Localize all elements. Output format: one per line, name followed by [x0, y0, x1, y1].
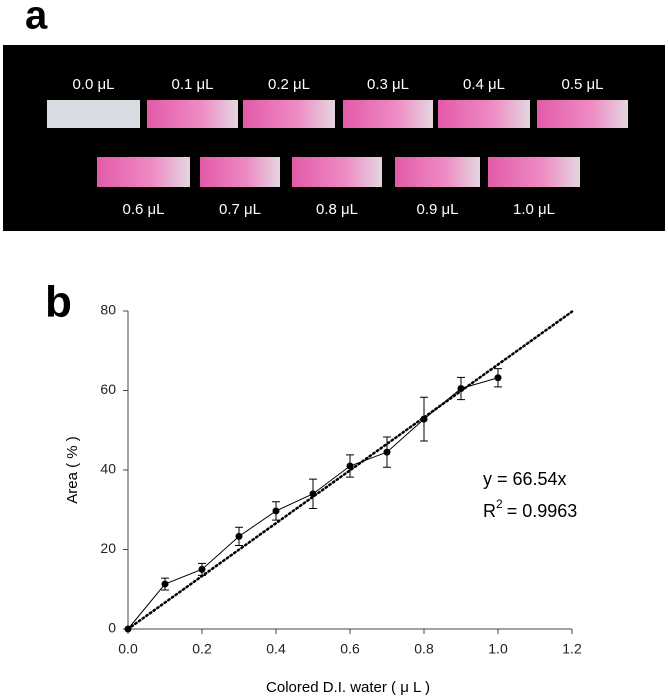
strip-label: 0.5 μL	[561, 76, 603, 93]
data-point	[383, 448, 391, 456]
test-strip	[395, 157, 480, 187]
r-squared-base: R	[483, 501, 496, 521]
data-point	[235, 532, 243, 540]
test-strip	[147, 100, 238, 128]
test-strip	[438, 100, 530, 128]
strip-label: 0.4 μL	[463, 76, 505, 93]
test-strip	[200, 157, 280, 187]
panel-label: b	[45, 278, 72, 327]
data-point	[494, 374, 502, 382]
photo	[3, 45, 665, 231]
y-tick-label: 80	[100, 302, 116, 318]
test-strip	[97, 157, 190, 187]
strip-label: 0.1 μL	[171, 76, 213, 93]
y-tick-label: 20	[100, 540, 116, 556]
x-tick-label: 0.8	[414, 641, 434, 657]
test-strip	[47, 100, 140, 128]
r-squared-sup: 2	[496, 497, 503, 511]
r-squared-value: = 0.9963	[507, 501, 578, 521]
data-point	[420, 415, 428, 423]
x-axis-label: Colored D.I. water ( μ L )	[266, 679, 430, 696]
data-point	[309, 490, 317, 498]
data-point	[161, 580, 169, 588]
strip-label: 1.0 μL	[513, 201, 555, 218]
test-strip	[488, 157, 580, 187]
x-tick-label: 0.4	[266, 641, 286, 657]
data-point	[457, 385, 465, 393]
y-tick-label: 0	[108, 620, 116, 636]
test-strip	[292, 157, 382, 187]
strip-label: 0.2 μL	[268, 76, 310, 93]
data-point	[346, 462, 354, 470]
x-tick-label: 0.0	[118, 641, 138, 657]
data-point	[198, 565, 206, 573]
r-squared: R2 = 0.9963	[483, 497, 577, 521]
fit-line	[126, 310, 574, 631]
x-tick-label: 1.0	[488, 641, 508, 657]
y-tick-label: 60	[100, 381, 116, 397]
test-strip	[537, 100, 628, 128]
x-tick-label: 0.6	[340, 641, 360, 657]
x-tick-label: 1.2	[562, 641, 582, 657]
strip-label: 0.8 μL	[316, 201, 358, 218]
strip-label: 0.3 μL	[367, 76, 409, 93]
test-strip	[343, 100, 433, 128]
strip-label: 0.0 μL	[72, 76, 114, 93]
strip-label: 0.6 μL	[122, 201, 164, 218]
fit-equation: y = 66.54x	[483, 469, 567, 489]
strip-label: 0.7 μL	[219, 201, 261, 218]
x-tick-label: 0.2	[192, 641, 212, 657]
test-strip	[243, 100, 335, 128]
data-point	[124, 625, 132, 633]
y-axis-label: Area ( % )	[64, 436, 81, 504]
y-tick-label: 40	[100, 461, 116, 477]
strip-label: 0.9 μL	[416, 201, 458, 218]
data-point	[272, 507, 280, 515]
panel-label: a	[25, 0, 48, 38]
